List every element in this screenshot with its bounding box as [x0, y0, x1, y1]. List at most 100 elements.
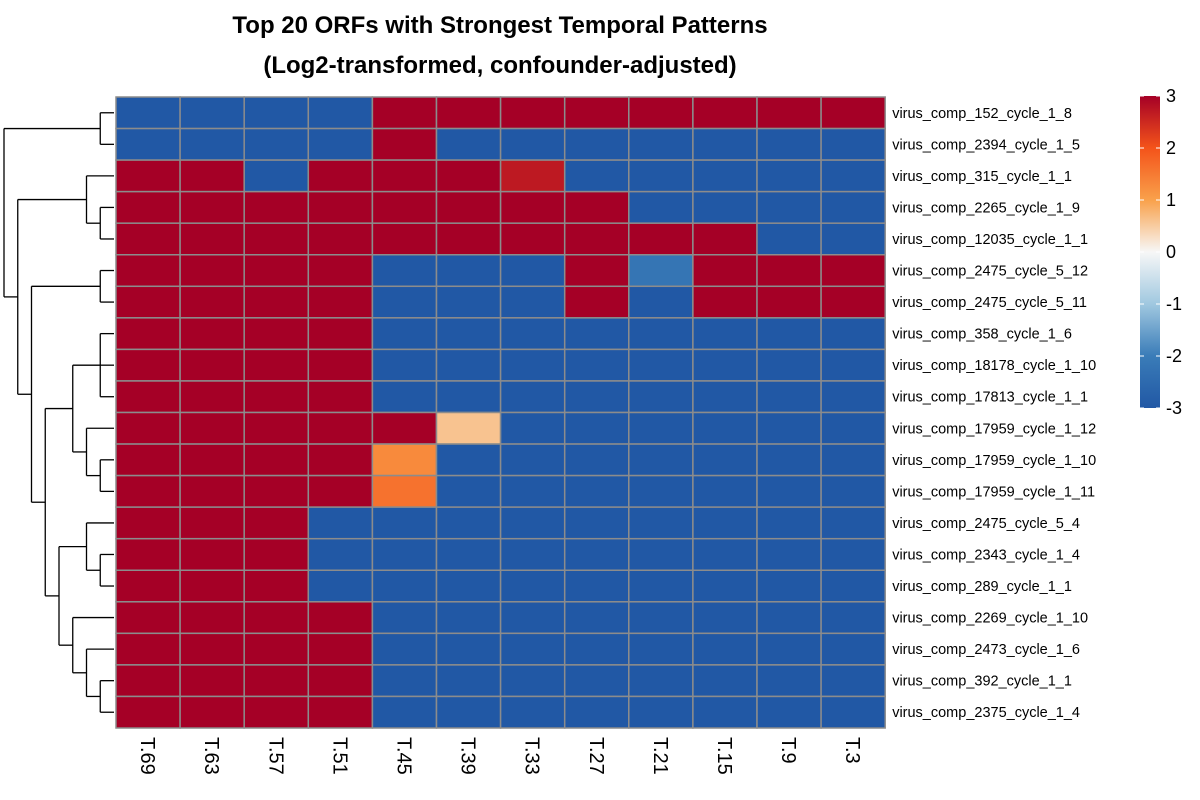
heatmap-cell: [179, 222, 245, 256]
heatmap-cell: [179, 443, 245, 477]
heatmap-cell: [563, 127, 630, 161]
heatmap-cell: [692, 537, 758, 572]
heatmap-cell: [692, 380, 758, 414]
heatmap-cell: [435, 537, 502, 572]
heatmap-cell: [243, 380, 310, 414]
heatmap-cell: [371, 601, 438, 635]
heatmap-cell: [115, 222, 181, 256]
heatmap-cell: [563, 632, 630, 666]
column-label: T.39: [457, 737, 479, 775]
heatmap-cell: [435, 348, 502, 382]
heatmap-cell: [115, 474, 181, 508]
heatmap-cell: [628, 254, 694, 288]
heatmap-cell: [756, 317, 822, 351]
heatmap-cell: [692, 190, 758, 224]
row-label: virus_comp_392_cycle_1_1: [892, 674, 1072, 690]
heatmap-cell: [115, 96, 181, 130]
heatmap-cell: [179, 159, 245, 193]
heatmap-cell: [756, 127, 822, 161]
heatmap-cell: [563, 411, 630, 445]
heatmap-cell: [628, 632, 694, 666]
heatmap-cell: [115, 569, 181, 603]
heatmap-cell: [179, 601, 245, 635]
heatmap-cell: [179, 632, 245, 666]
heatmap-cell: [756, 601, 822, 635]
heatmap-cell: [692, 601, 758, 635]
heatmap-cell: [243, 159, 310, 193]
heatmap-cell: [115, 664, 181, 698]
heatmap-cell: [563, 317, 630, 351]
heatmap-cell: [692, 285, 758, 319]
heatmap-cell: [628, 285, 694, 319]
row-label: virus_comp_17959_cycle_1_12: [892, 421, 1096, 437]
heatmap-cell: [371, 348, 438, 382]
heatmap-cell: [179, 254, 245, 288]
heatmap-cell: [628, 695, 694, 729]
heatmap-cell: [692, 632, 758, 666]
heatmap-cell: [179, 380, 245, 414]
heatmap-cell: [820, 443, 886, 477]
row-labels: virus_comp_152_cycle_1_8 virus_comp_2394_…: [892, 106, 1096, 721]
heatmap-cell: [756, 190, 822, 224]
heatmap-cell: [371, 222, 438, 256]
heatmap-cell: [820, 601, 886, 635]
heatmap-cell: [756, 222, 822, 256]
heatmap-cell: [820, 127, 886, 161]
heatmap-cell: [435, 443, 502, 477]
heatmap-cell: [628, 411, 694, 445]
heatmap-cell: [692, 348, 758, 382]
heatmap-cell: [820, 222, 886, 256]
heatmap-cell: [371, 664, 438, 698]
heatmap-cell: [628, 569, 694, 603]
heatmap-cell: [371, 127, 438, 161]
heatmap-cell: [499, 411, 566, 445]
heatmap-cell: [435, 664, 502, 698]
legend-tick-label: 3: [1166, 86, 1176, 106]
heatmap-cell: [435, 317, 502, 351]
heatmap-cell: [371, 695, 438, 729]
heatmap-cell: [499, 254, 566, 288]
heatmap-cell: [820, 569, 886, 603]
row-label: virus_comp_2269_cycle_1_10: [892, 611, 1088, 627]
column-label: T.3: [841, 737, 863, 764]
heatmap-cell: [499, 443, 566, 477]
heatmap-cell: [692, 411, 758, 445]
heatmap-cell: [243, 664, 310, 698]
heatmap-cell: [499, 222, 566, 256]
heatmap-cell: [179, 285, 245, 319]
heatmap-cell: [307, 348, 374, 382]
heatmap-cell: [435, 601, 502, 635]
row-label: virus_comp_2265_cycle_1_9: [892, 200, 1080, 216]
heatmap-cell: [307, 632, 374, 666]
legend-tick-label: -1: [1166, 294, 1182, 314]
row-label: virus_comp_12035_cycle_1_1: [892, 232, 1088, 248]
heatmap-cell: [628, 537, 694, 572]
heatmap-cell: [499, 348, 566, 382]
heatmap-cell: [371, 537, 438, 572]
column-label: T.57: [264, 737, 286, 775]
heatmap-cell: [371, 380, 438, 414]
heatmap-cell: [435, 380, 502, 414]
legend-tick-label: -3: [1166, 398, 1182, 418]
heatmap-cell: [435, 474, 502, 508]
heatmap-cell: [243, 96, 310, 130]
column-label: T.21: [649, 737, 671, 775]
heatmap-cell: [307, 695, 374, 729]
heatmap-cell: [115, 632, 181, 666]
heatmap-cell: [756, 506, 822, 540]
heatmap-cell: [820, 632, 886, 666]
heatmap-cell: [115, 506, 181, 540]
heatmap-cell: [563, 506, 630, 540]
heatmap-cell: [115, 443, 181, 477]
heatmap-cell: [307, 190, 374, 224]
heatmap-cell: [692, 695, 758, 729]
heatmap-cell: [243, 190, 310, 224]
chart-subtitle: (Log2-transformed, confounder-adjusted): [263, 52, 736, 79]
heatmap-cell: [820, 96, 886, 130]
heatmap-cell: [820, 159, 886, 193]
row-label: virus_comp_358_cycle_1_6: [892, 327, 1072, 343]
heatmap-cell: [563, 254, 630, 288]
heatmap-cell: [563, 285, 630, 319]
heatmap-cell: [371, 632, 438, 666]
heatmap-cell: [243, 222, 310, 256]
